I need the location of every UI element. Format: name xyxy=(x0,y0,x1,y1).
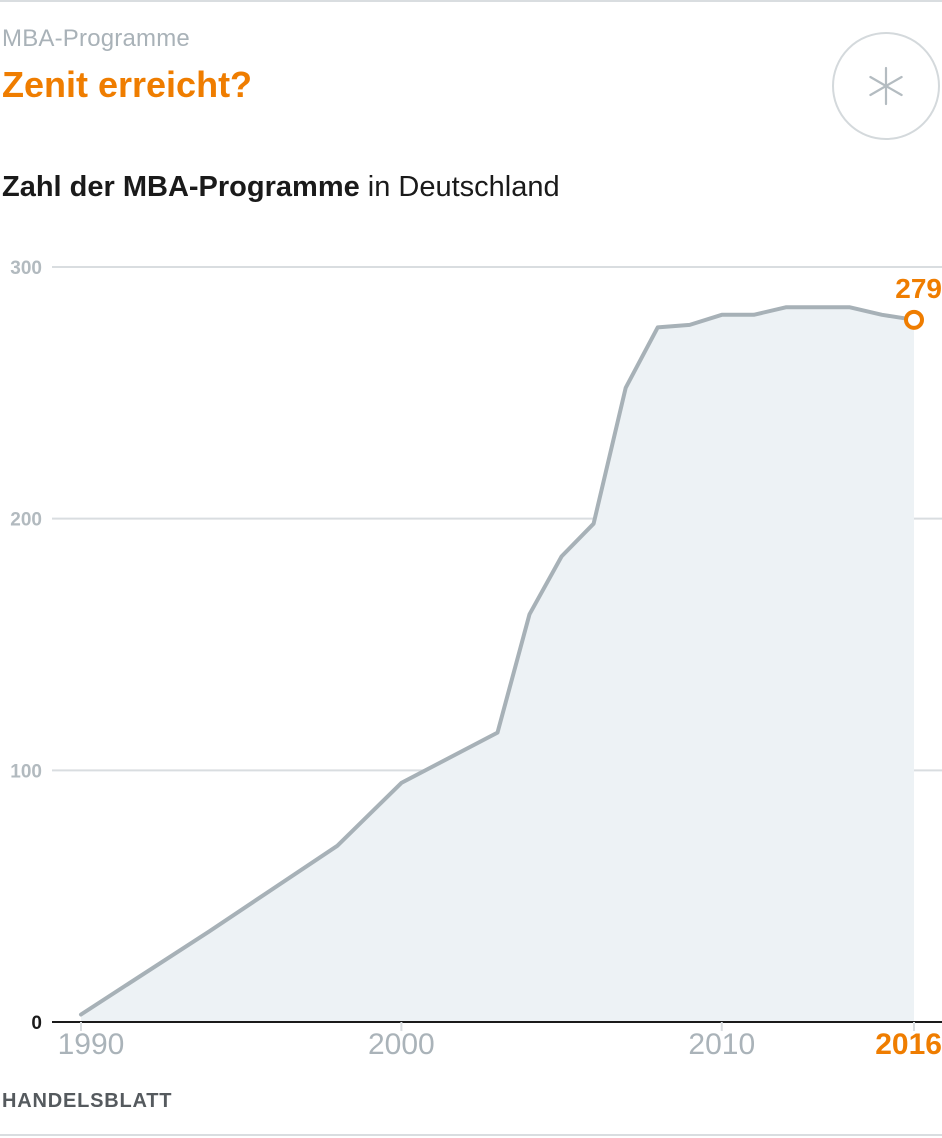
area-fill xyxy=(81,307,914,1022)
y-tick-label: 100 xyxy=(10,761,42,782)
chart-subtitle: Zahl der MBA-Programme in Deutschland xyxy=(2,171,560,204)
asterisk-icon xyxy=(832,32,940,140)
x-tick-label: 2010 xyxy=(688,1028,755,1061)
x-tick-label: 2016 xyxy=(875,1028,942,1061)
chart-subtitle-rest: in Deutschland xyxy=(359,171,560,203)
top-divider xyxy=(0,0,942,2)
x-tick-label: 1990 xyxy=(58,1028,125,1061)
y-tick-label: 200 xyxy=(10,510,42,531)
data-label: 279 xyxy=(895,273,942,304)
headline: Zenit erreicht? xyxy=(2,64,253,105)
kicker: MBA-Programme xyxy=(2,25,190,52)
series-line xyxy=(79,305,916,1017)
x-tick-label: 2000 xyxy=(368,1028,435,1061)
bottom-divider xyxy=(0,1134,942,1136)
chart-subtitle-bold: Zahl der MBA-Programme xyxy=(2,171,360,203)
highlight-point xyxy=(904,309,924,330)
y-tick-label: 0 xyxy=(31,1013,42,1034)
y-tick-label: 300 xyxy=(10,258,42,279)
area-chart: 0 100 200 300 1990 2000 2010 2016 279 xyxy=(10,258,942,1061)
source-label: HANDELSBLATT xyxy=(2,1090,173,1112)
